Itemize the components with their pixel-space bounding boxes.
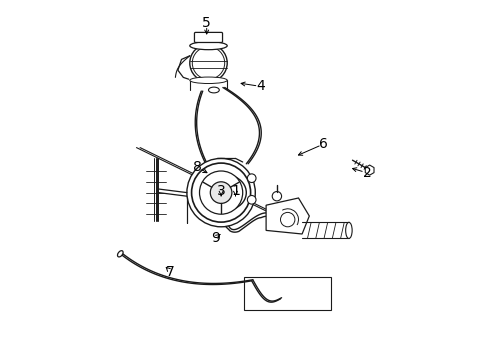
Polygon shape: [265, 198, 309, 234]
Ellipse shape: [345, 222, 351, 238]
Ellipse shape: [208, 87, 219, 93]
Text: 2: 2: [362, 166, 370, 180]
Text: 1: 1: [231, 184, 240, 198]
Text: 5: 5: [202, 17, 211, 30]
Text: 4: 4: [256, 80, 264, 93]
Text: 3: 3: [216, 184, 225, 198]
Circle shape: [210, 182, 231, 203]
Circle shape: [189, 44, 227, 82]
Ellipse shape: [117, 251, 123, 257]
Circle shape: [280, 212, 294, 227]
Text: 9: 9: [211, 231, 220, 244]
Ellipse shape: [195, 34, 221, 40]
Circle shape: [247, 174, 256, 183]
Circle shape: [272, 192, 281, 201]
Text: 6: 6: [319, 137, 327, 151]
Circle shape: [191, 163, 250, 222]
Ellipse shape: [189, 42, 227, 50]
Circle shape: [199, 171, 242, 214]
Polygon shape: [365, 165, 373, 175]
FancyBboxPatch shape: [194, 32, 222, 42]
Text: 7: 7: [166, 265, 175, 279]
Circle shape: [247, 195, 256, 204]
Circle shape: [186, 158, 255, 227]
Text: 8: 8: [193, 161, 202, 174]
Ellipse shape: [189, 77, 227, 84]
Circle shape: [192, 47, 224, 79]
